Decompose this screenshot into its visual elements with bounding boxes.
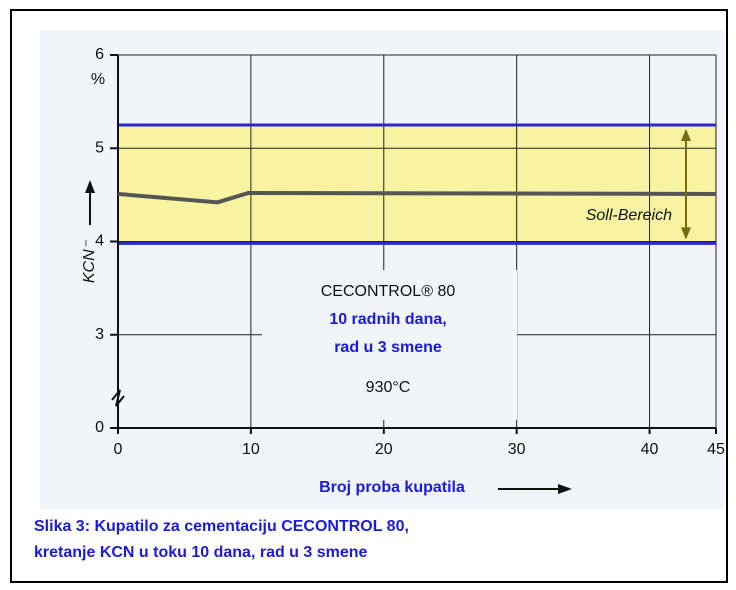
x-tick-label: 10: [242, 441, 260, 458]
y-unit: %: [91, 71, 105, 88]
data-line: [117, 191, 717, 205]
y-arrow-head: [85, 180, 95, 193]
annotation-background: [262, 270, 517, 420]
band-label: Soll-Bereich: [586, 207, 672, 224]
x-tick-label: 40: [641, 441, 659, 458]
x-tick-label: 20: [375, 441, 393, 458]
y-tick-label: 4: [95, 233, 104, 250]
x-arrow-head: [558, 484, 572, 494]
x-tick-label: 0: [114, 441, 123, 458]
x-tick-label: 45: [707, 441, 725, 458]
x-tick-label: 30: [508, 441, 526, 458]
annotation: 930°C: [366, 379, 411, 396]
target-band: [118, 124, 716, 244]
x-label: Broj proba kupatila: [319, 479, 465, 496]
caption-line: Slika 3: Kupatilo za cementaciju CECONTR…: [34, 518, 409, 535]
y-label: KCN⁻: [81, 239, 98, 283]
annotation: 10 radnih dana,: [329, 311, 446, 328]
axis-break: [111, 389, 125, 407]
band-arrow-head: [681, 227, 691, 240]
annotation: rad u 3 smene: [334, 339, 442, 356]
y-tick-label: 3: [95, 326, 104, 343]
band-arrow-head: [681, 128, 691, 141]
y-tick-label: 5: [95, 139, 104, 156]
y-tick-label: 6: [95, 46, 104, 63]
caption-line: kretanje KCN u toku 10 dana, rad u 3 sme…: [34, 544, 368, 561]
y-tick-label: 0: [95, 419, 104, 436]
annotation: CECONTROL® 80: [321, 283, 456, 300]
